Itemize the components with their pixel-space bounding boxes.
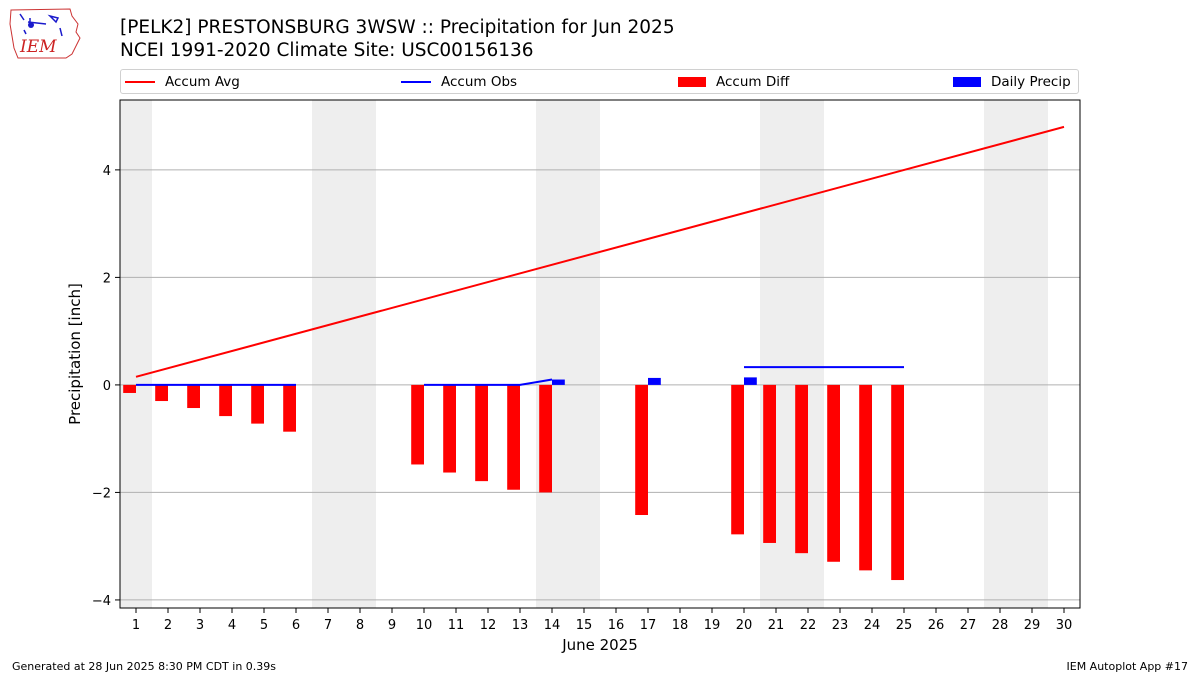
x-tick-label-15: 15 [576,618,593,633]
legend-item-accum-avg: Accum Avg [125,70,240,93]
accum-diff-bar-day-20 [731,384,744,535]
x-tick-label-12: 12 [480,618,497,633]
x-tick-label-10: 10 [416,618,433,633]
chart-subtitle: NCEI 1991-2020 Climate Site: USC00156136 [120,40,534,61]
accum-obs-line-1 [424,378,553,386]
daily-precip-bar-day-20 [744,377,757,385]
accum-diff-bar-day-3 [187,384,200,409]
legend-item-accum-obs: Accum Obs [401,70,517,93]
weekend-band-4 [984,100,1048,608]
weekend-band-1 [312,100,376,608]
x-tick-label-21: 21 [768,618,785,633]
accum-diff-bar-day-6 [283,384,296,432]
x-tick-label-29: 29 [1024,618,1041,633]
x-tick-label-23: 23 [832,618,849,633]
weather-icons-shape [19,13,63,37]
x-tick-label-26: 26 [928,618,945,633]
legend-label-accum-diff: Accum Diff [716,73,790,90]
x-tick-label-19: 19 [704,618,721,633]
x-tick-label-8: 8 [356,618,364,633]
accum-diff-bar-day-13 [507,384,520,490]
accum-diff-bar-day-10 [411,384,424,465]
y-tick-label--4: −4 [92,594,111,609]
logo-text: IEM [19,37,57,57]
x-tick-label-1: 1 [132,618,140,633]
x-tick-label-28: 28 [992,618,1009,633]
accum-diff-bar-day-25 [891,384,904,581]
legend-label-accum-obs: Accum Obs [441,73,518,90]
accum-diff-bar-day-17 [635,384,648,516]
y-tick-label-0: 0 [103,379,111,394]
legend-item-accum-diff: Accum Diff [678,70,789,93]
footer-app-label: IEM Autoplot App #17 [1066,660,1189,673]
plot-frame [119,99,1081,609]
x-tick-label-22: 22 [800,618,817,633]
legend-item-daily-precip: Daily Precip [953,70,1071,93]
legend-swatch-accum-obs [401,80,431,83]
weather-dot-shape [28,22,34,28]
daily-precip-bar-day-14 [552,379,565,385]
legend-label-accum-avg: Accum Avg [165,73,240,90]
x-tick-label-18: 18 [672,618,689,633]
x-tick-label-2: 2 [164,618,172,633]
weekend-band-2 [536,100,600,608]
x-tick-label-6: 6 [292,618,300,633]
footer-generated-text: Generated at 28 Jun 2025 8:30 PM CDT in … [12,660,277,673]
x-axis-label: June 2025 [561,636,638,654]
legend-swatch-accum-diff [678,76,706,87]
accum-diff-bar-day-22 [795,384,808,554]
iowa-outline-shape [9,8,81,59]
x-tick-label-5: 5 [260,618,268,633]
y-tick-label-2: 2 [103,271,111,286]
accum-diff-bar-day-4 [219,384,232,417]
x-tick-label-16: 16 [608,618,625,633]
x-tick-label-11: 11 [448,618,465,633]
chart-legend: Accum Avg Accum Obs Accum Diff Daily Pre… [120,69,1079,94]
x-tick-label-9: 9 [388,618,396,633]
accum-diff-bar-day-5 [251,384,264,424]
accum-diff-bar-day-23 [827,384,840,562]
accum-diff-bar-day-24 [859,384,872,571]
x-tick-label-4: 4 [228,618,236,633]
x-tick-label-14: 14 [544,618,561,633]
x-tick-label-13: 13 [512,618,529,633]
legend-label-daily-precip: Daily Precip [991,73,1071,90]
weekend-band-0 [120,100,152,608]
accum-diff-bar-day-12 [475,384,488,482]
accum-diff-bar-day-11 [443,384,456,473]
x-tick-label-30: 30 [1056,618,1073,633]
x-tick-label-25: 25 [896,618,913,633]
iem-logo: IEM [9,8,81,59]
x-tick-label-3: 3 [196,618,204,633]
x-tick-label-7: 7 [324,618,332,633]
accum-diff-bar-day-21 [763,384,776,543]
legend-swatch-accum-avg [125,80,155,83]
accum-diff-bar-day-1 [123,384,136,393]
x-tick-label-27: 27 [960,618,977,633]
x-tick-label-24: 24 [864,618,881,633]
x-tick-label-17: 17 [640,618,657,633]
accum-avg-line [135,125,1065,378]
y-tick-label--2: −2 [92,486,111,501]
accum-diff-bar-day-14 [539,384,552,493]
y-tick-label-4: 4 [103,164,111,179]
y-axis-label: Precipitation [inch] [66,283,84,425]
legend-swatch-daily-precip [953,76,981,87]
x-tick-label-20: 20 [736,618,753,633]
chart-title: [PELK2] PRESTONSBURG 3WSW :: Precipitati… [120,17,675,38]
daily-precip-bar-day-17 [648,377,661,385]
accum-diff-bar-day-2 [155,384,168,402]
